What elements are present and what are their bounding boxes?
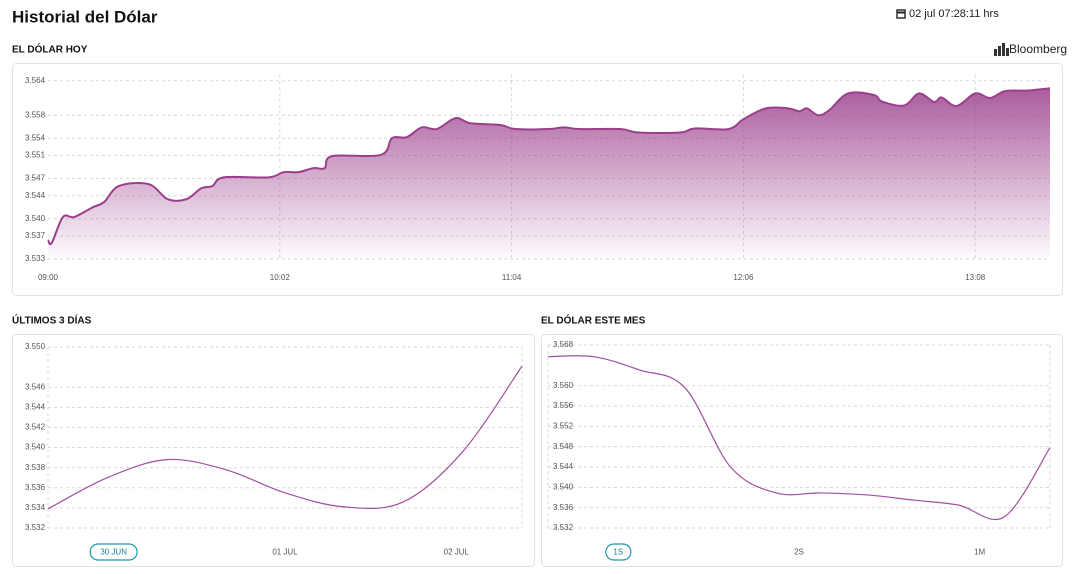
y-tick-label: 3.532 [553,523,574,532]
y-tick-label: 3.544 [553,462,574,471]
y-tick-label: 3.540 [553,482,574,491]
y-tick-label: 3.554 [25,133,46,142]
y-tick-label: 3.544 [25,402,46,411]
x-tick-label: 09:00 [38,273,59,282]
line [47,87,1051,246]
area [48,88,1050,259]
y-tick-label: 3.538 [25,463,46,472]
range-button-label: 30 JUN [100,548,127,557]
y-tick-label: 3.546 [25,382,46,391]
range-button-label: 1S [613,548,623,557]
range-button[interactable]: 30 JUN [89,543,138,561]
page-title: Historial del Dólar [12,7,158,26]
range-button-bg [89,543,138,561]
x-tick-label: 13:08 [965,273,986,282]
timestamp: 02 jul 07:28:11 hrs [909,8,999,20]
range-button-label: 2S [794,548,804,557]
range-button[interactable]: 2S [786,544,812,560]
y-tick-label: 3.536 [553,503,574,512]
section-title: EL DÓLAR HOY [12,43,88,56]
range-button-label: 01 JUL [272,548,298,557]
line [547,355,1051,521]
y-tick-label: 3.532 [25,523,46,532]
range-button-label: 02 JUL [444,548,470,557]
card [12,334,535,567]
y-tick-label: 3.537 [25,231,46,240]
y-tick-label: 3.534 [25,503,46,512]
x-tick-label: 10:02 [270,273,291,282]
y-tick-label: 3.544 [25,191,46,200]
y-tick-label: 3.558 [25,110,46,119]
section-title: ÚLTIMOS 3 DÍAS [12,314,92,327]
range-button-bg [605,543,632,561]
line [47,365,523,510]
card [541,334,1063,567]
range-button[interactable]: 01 JUL [261,544,309,560]
y-tick-label: 3.542 [25,423,46,432]
y-tick-label: 3.533 [25,254,46,263]
range-button-bg [261,544,309,560]
y-tick-label: 3.560 [553,381,574,390]
y-tick-label: 3.548 [553,442,574,451]
bloomberg-icon [994,43,1009,56]
range-button-label: 1M [974,548,985,557]
y-tick-label: 3.540 [25,443,46,452]
range-button[interactable]: 02 JUL [432,544,480,560]
range-button-bg [432,544,480,560]
range-button[interactable]: 1M [967,544,993,560]
y-tick-label: 3.536 [25,483,46,492]
y-tick-label: 3.556 [553,401,574,410]
x-tick-label: 11:04 [502,273,522,282]
y-tick-label: 3.564 [25,76,46,85]
y-tick-label: 3.568 [553,340,574,349]
calendar-icon [896,9,906,19]
x-tick-label: 12:06 [733,273,754,282]
source: Bloomberg [1009,42,1067,56]
y-tick-label: 3.550 [25,342,46,351]
y-tick-label: 3.540 [25,214,46,223]
y-tick-label: 3.551 [25,151,46,160]
y-tick-label: 3.547 [25,174,46,183]
range-button-bg [967,544,993,560]
range-button-bg [786,544,812,560]
range-button[interactable]: 1S [605,543,632,561]
y-tick-label: 3.552 [553,421,574,430]
section-title: EL DÓLAR ESTE MES [541,314,646,327]
